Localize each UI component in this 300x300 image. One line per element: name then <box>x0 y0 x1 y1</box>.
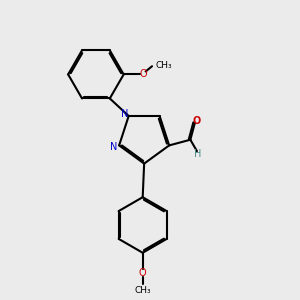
Text: O: O <box>192 116 200 126</box>
Text: O: O <box>140 69 147 79</box>
Text: H: H <box>194 149 201 159</box>
Text: CH₃: CH₃ <box>134 286 151 296</box>
Text: N: N <box>110 142 118 152</box>
Text: N: N <box>121 109 128 119</box>
Text: CH₃: CH₃ <box>156 61 172 70</box>
Text: O: O <box>139 268 146 278</box>
